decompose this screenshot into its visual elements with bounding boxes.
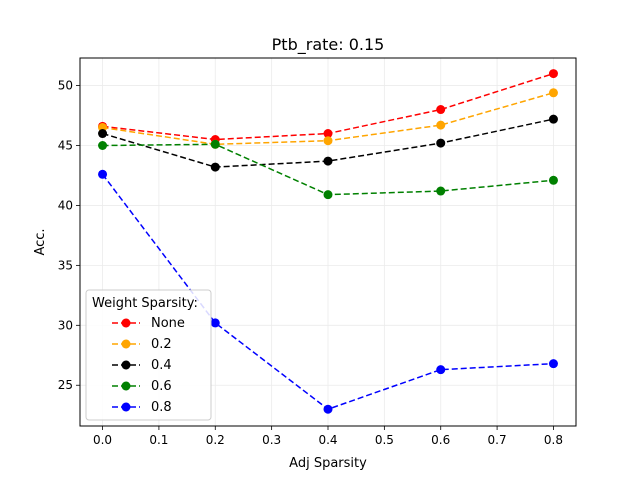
x-tick-label: 0.7 <box>488 433 507 447</box>
y-tick-label: 25 <box>58 378 73 392</box>
x-axis: 0.0 0.1 0.2 0.3 0.4 0.5 0.6 0.7 0.8 <box>93 426 563 447</box>
data-point <box>436 186 446 196</box>
x-tick-label: 0.3 <box>262 433 281 447</box>
legend-item: 0.4 <box>112 358 172 373</box>
legend-marker <box>121 381 131 391</box>
data-point <box>548 359 558 369</box>
legend: Weight Sparsity: None 0.2 0.4 0.6 0.8 <box>85 289 212 421</box>
y-tick-label: 50 <box>58 79 73 93</box>
y-axis: 25 30 35 40 45 50 <box>58 79 80 392</box>
series-0-8 <box>98 169 558 414</box>
legend-marker <box>121 339 131 349</box>
data-point <box>323 404 333 414</box>
series-0-4 <box>98 114 558 172</box>
y-tick-label: 40 <box>58 198 73 212</box>
data-point <box>210 318 220 328</box>
x-tick-label: 0.5 <box>375 433 394 447</box>
data-point <box>548 88 558 98</box>
legend-marker <box>121 402 131 412</box>
x-tick-label: 0.1 <box>149 433 168 447</box>
legend-label: None <box>151 316 185 331</box>
x-tick-label: 0.2 <box>206 433 225 447</box>
y-axis-label: Acc. <box>33 228 48 255</box>
chart-title: Ptb_rate: 0.15 <box>272 35 385 55</box>
x-tick-label: 0.4 <box>318 433 337 447</box>
data-point <box>98 169 108 179</box>
data-point <box>436 138 446 148</box>
legend-item: 0.8 <box>112 400 172 415</box>
data-point <box>323 129 333 139</box>
legend-item: 0.6 <box>112 379 172 394</box>
legend-marker <box>121 360 131 370</box>
data-point <box>323 156 333 166</box>
data-point <box>323 190 333 200</box>
data-point <box>548 114 558 124</box>
data-point <box>98 129 108 139</box>
data-point <box>210 162 220 172</box>
data-point <box>436 105 446 115</box>
series-layer <box>98 69 558 414</box>
data-point <box>436 365 446 375</box>
y-tick-label: 30 <box>58 318 73 332</box>
legend-label: 0.8 <box>151 400 172 415</box>
legend-item: 0.2 <box>112 337 172 352</box>
y-tick-label: 35 <box>58 258 73 272</box>
data-point <box>548 175 558 185</box>
legend-items: None 0.2 0.4 0.6 0.8 <box>112 316 185 415</box>
legend-label: 0.2 <box>151 337 172 352</box>
x-tick-label: 0.8 <box>544 433 563 447</box>
data-point <box>210 139 220 149</box>
data-point <box>323 136 333 146</box>
x-tick-label: 0.6 <box>431 433 450 447</box>
legend-marker <box>121 318 131 328</box>
data-point <box>548 69 558 79</box>
data-point <box>436 120 446 130</box>
legend-label: 0.6 <box>151 379 172 394</box>
y-tick-label: 45 <box>58 139 73 153</box>
x-tick-label: 0.0 <box>93 433 112 447</box>
data-point <box>98 141 108 151</box>
legend-item: None <box>112 316 185 331</box>
legend-label: 0.4 <box>151 358 172 373</box>
x-axis-label: Adj Sparsity <box>289 456 367 471</box>
legend-title: Weight Sparsity: <box>92 296 198 311</box>
series-0-6 <box>98 139 558 200</box>
